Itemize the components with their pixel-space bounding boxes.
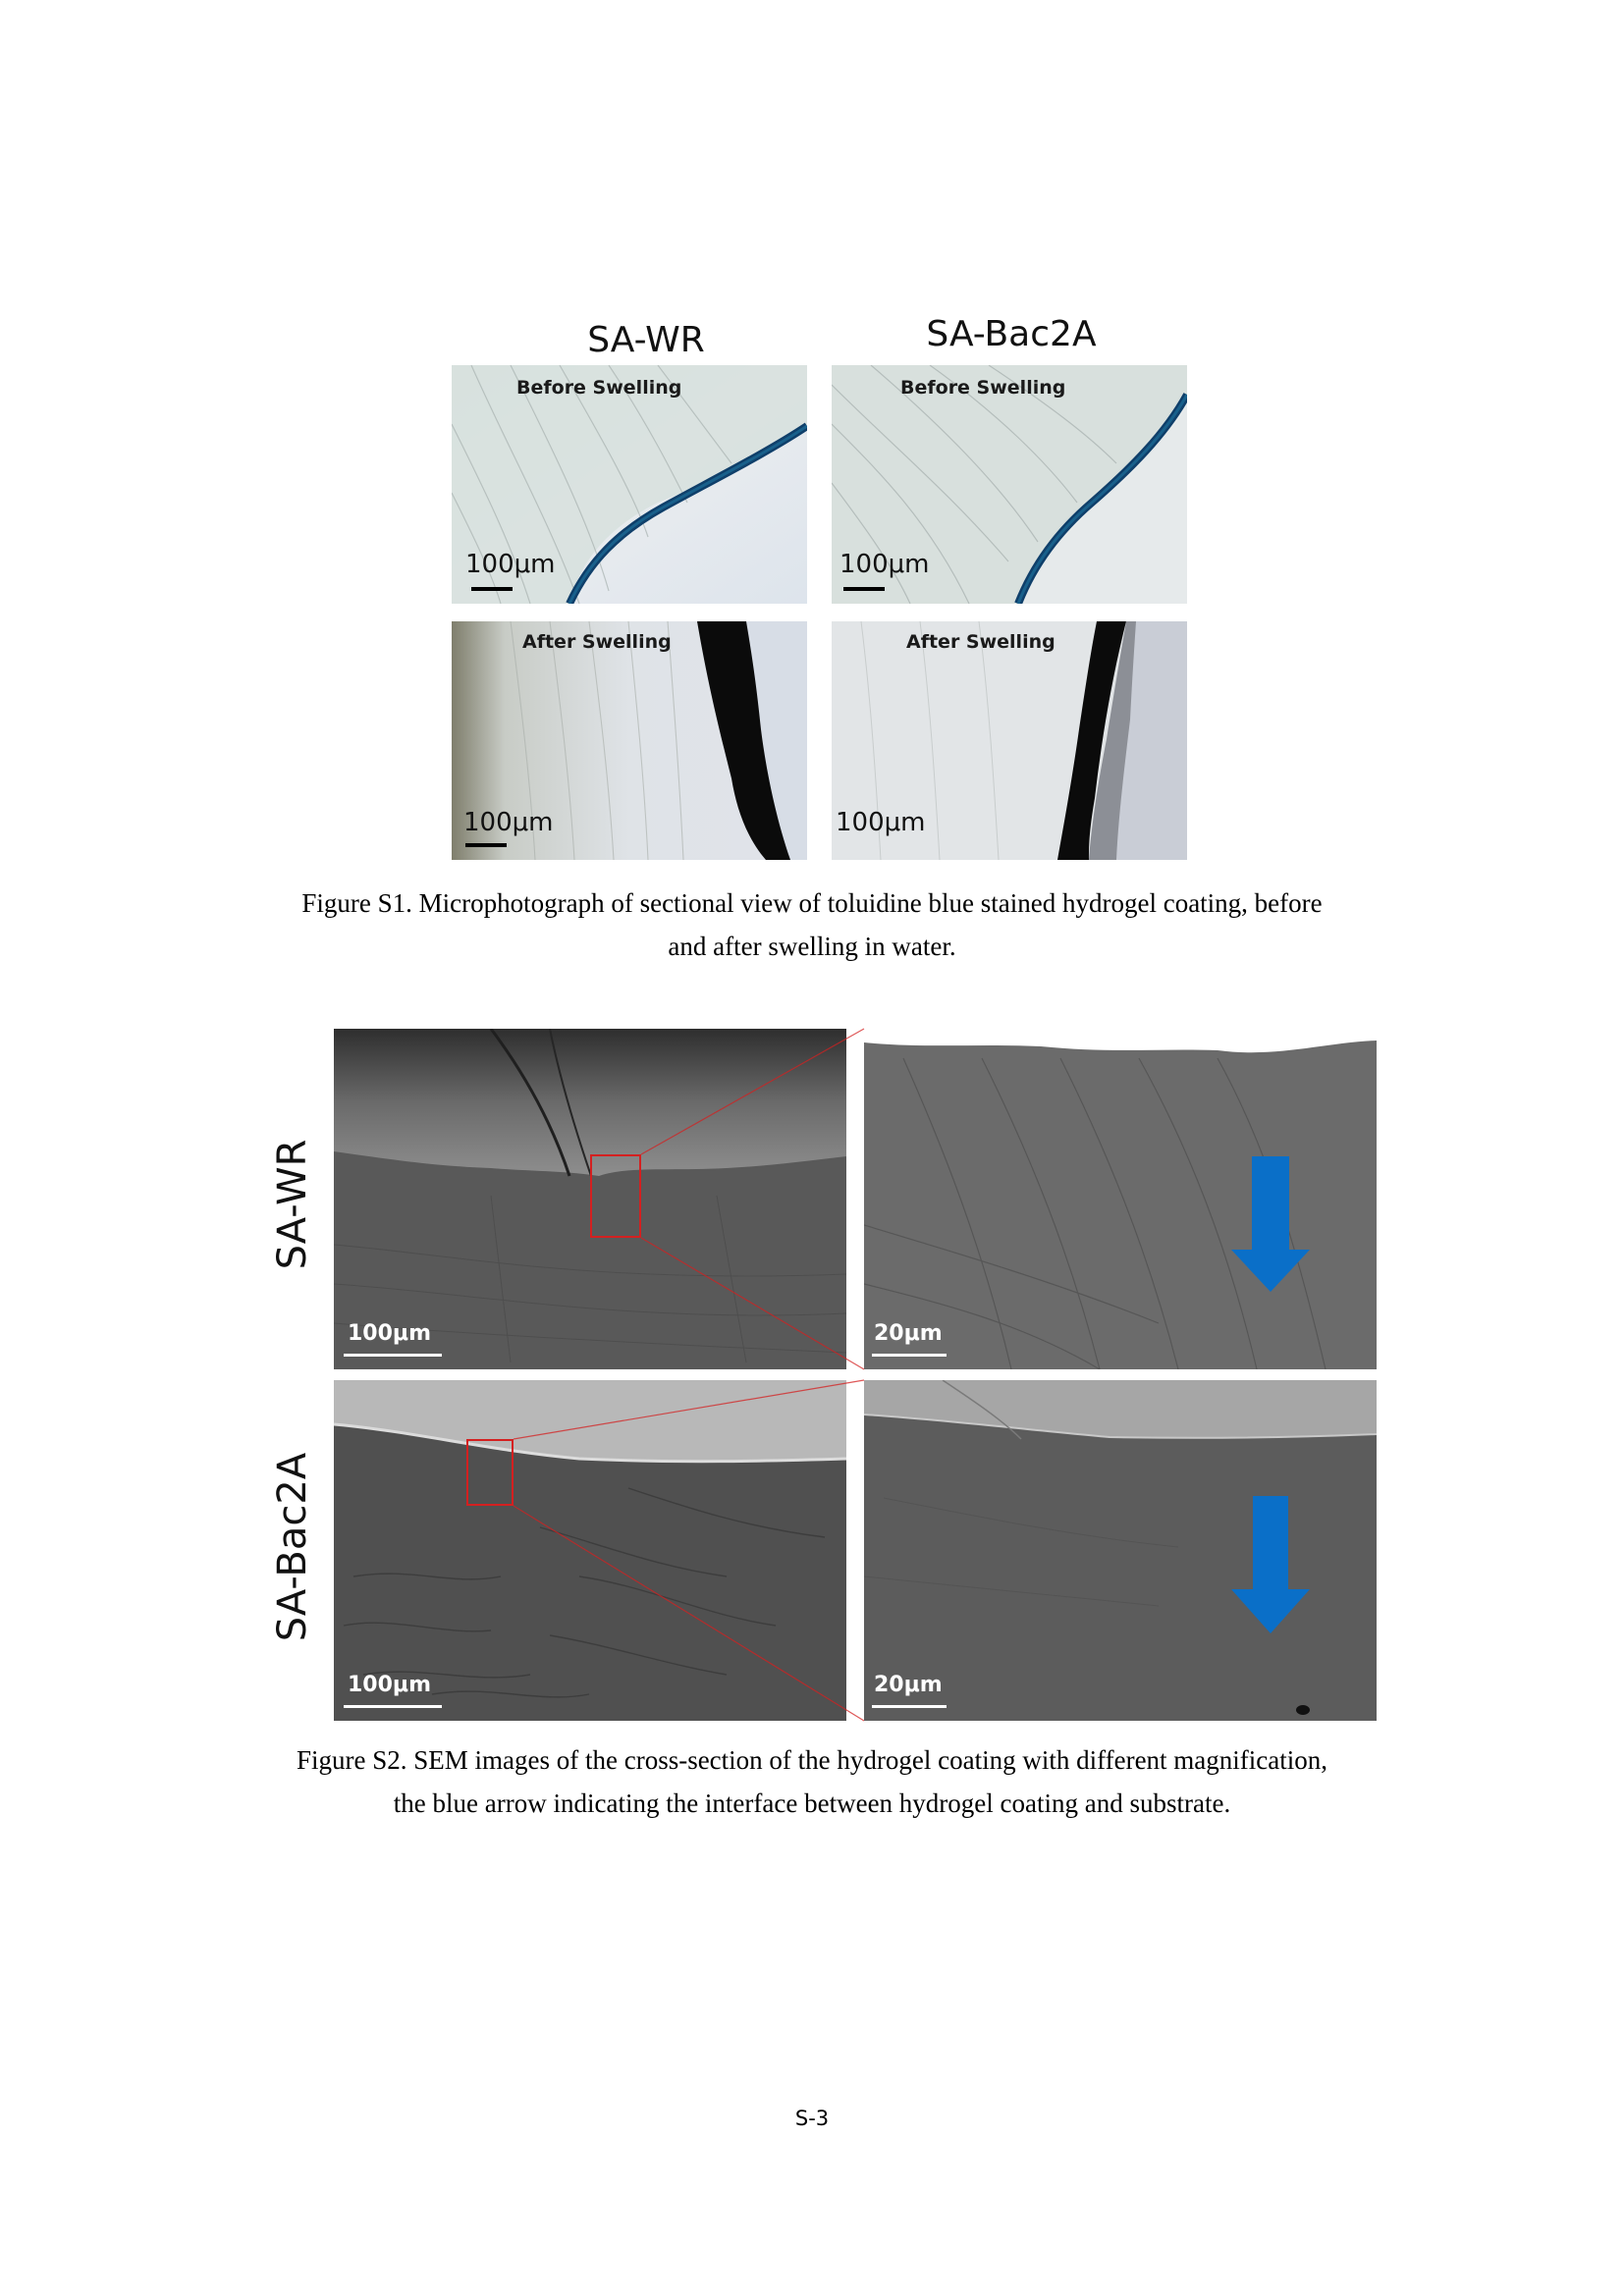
scale-bar-label: 100μm: [836, 808, 926, 837]
micrograph-bac-before: [832, 365, 1187, 604]
micrograph-wr-after: [452, 621, 807, 860]
figure-s1-caption: Figure S1. Microphotograph of sectional …: [196, 881, 1428, 968]
s1-panel-wr-after: After Swelling 100μm: [452, 621, 807, 860]
scale-bar-label: 100μm: [463, 808, 554, 837]
s1-panel-bac-before: Before Swelling 100μm: [832, 365, 1187, 604]
s2-panel-wr-low: 100μm: [334, 1029, 846, 1369]
s2-panel-bac-high: 20μm: [864, 1380, 1377, 1721]
s2-panel-bac-low: 100μm: [334, 1380, 846, 1721]
zoom-region-box: [590, 1154, 641, 1238]
scale-bar: [344, 1705, 442, 1708]
s1-panel-bac-after: After Swelling 100μm: [832, 621, 1187, 860]
sem-image-bac-high: [864, 1380, 1377, 1721]
sem-image-bac-low: [334, 1380, 846, 1721]
interface-arrow: [1231, 1496, 1310, 1633]
micrograph-bac-after: [832, 621, 1187, 860]
scale-bar: [843, 587, 885, 591]
s2-row-label-sa-wr: SA-WR: [270, 1139, 315, 1270]
scale-bar: [465, 843, 507, 847]
scale-bar: [872, 1705, 947, 1708]
scale-bar-label: 100μm: [348, 1321, 432, 1346]
scale-bar: [471, 587, 513, 591]
micrograph-wr-before: [452, 365, 807, 604]
scale-bar-label: 100μm: [465, 550, 556, 579]
figure-s2-caption: Figure S2. SEM images of the cross-secti…: [196, 1738, 1428, 1825]
zoom-region-box: [466, 1439, 514, 1506]
scale-bar: [344, 1354, 442, 1357]
s2-row-label-sa-bac2a: SA-Bac2A: [270, 1452, 315, 1642]
micrograph-label: Before Swelling: [516, 377, 682, 399]
s1-column-title-sa-wr: SA-WR: [587, 320, 705, 360]
page-number: S-3: [794, 2107, 830, 2130]
caption-line: Figure S1. Microphotograph of sectional …: [301, 888, 1323, 918]
scale-bar-label: 100μm: [839, 550, 930, 579]
s2-panel-wr-high: 20μm: [864, 1029, 1377, 1369]
sem-image-wr-high: [864, 1029, 1377, 1369]
caption-line: the blue arrow indicating the interface …: [393, 1789, 1231, 1818]
scale-bar: [872, 1354, 947, 1357]
micrograph-label: Before Swelling: [900, 377, 1066, 399]
scale-bar-label: 20μm: [874, 1673, 943, 1697]
s1-column-title-sa-bac2a: SA-Bac2A: [926, 314, 1097, 354]
interface-arrow: [1231, 1156, 1310, 1292]
s1-panel-wr-before: Before Swelling 100μm: [452, 365, 807, 604]
micrograph-label: After Swelling: [522, 631, 672, 653]
scale-bar-label: 20μm: [874, 1321, 943, 1346]
scale-bar-label: 100μm: [348, 1673, 432, 1697]
micrograph-label: After Swelling: [906, 631, 1056, 653]
caption-line: Figure S2. SEM images of the cross-secti…: [296, 1745, 1328, 1775]
caption-line: and after swelling in water.: [668, 932, 956, 961]
